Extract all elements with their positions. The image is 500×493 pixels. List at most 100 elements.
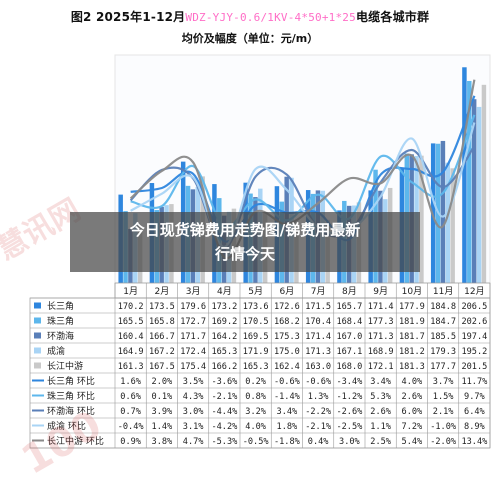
data-label: 173.2 <box>211 302 237 312</box>
data-label: 4.0% <box>402 377 424 387</box>
data-label: 3.7% <box>433 377 455 387</box>
legend-label: 环渤海 环比 <box>47 405 95 417</box>
data-label: 6.0% <box>402 407 424 417</box>
data-label: 1.8% <box>277 422 299 432</box>
data-label: -5.3% <box>211 437 238 447</box>
overlay-banner: 今日现货锑费用走势图/锑费用最新 行情今天 <box>70 212 420 272</box>
data-label: 184.7 <box>430 317 456 327</box>
legend-label: 长江中游 环比 <box>47 435 104 447</box>
data-label: 4.7% <box>183 437 205 447</box>
data-label: 4.0% <box>245 422 267 432</box>
title-wire-spec: WDZ-YJY-0.6/1KV-4*50+1*25 <box>185 11 356 24</box>
data-label: 202.6 <box>461 317 487 327</box>
data-label: 197.4 <box>461 332 487 342</box>
tick-label: 6月 <box>280 286 295 297</box>
bar <box>419 155 424 283</box>
data-label: 170.4 <box>305 317 331 327</box>
legend-label: 长三角 环比 <box>47 375 95 387</box>
data-label: 166.7 <box>149 332 175 342</box>
data-label: 185.5 <box>430 332 456 342</box>
data-label: 165.8 <box>149 317 175 327</box>
data-label: 6.4% <box>464 407 486 417</box>
data-label: 167.2 <box>149 347 175 357</box>
bar <box>445 162 451 283</box>
data-label: 171.3 <box>368 332 394 342</box>
data-label: 11.7% <box>461 377 488 387</box>
data-label: 171.9 <box>243 347 269 357</box>
data-label: 2.0% <box>152 377 174 387</box>
data-label: 164.9 <box>118 347 144 357</box>
data-label: 0.8% <box>245 392 267 402</box>
legend-swatch <box>34 362 41 369</box>
data-label: 164.2 <box>211 332 237 342</box>
bar <box>467 80 472 284</box>
data-label: 171.3 <box>305 347 331 357</box>
data-label: -3.4% <box>336 377 363 387</box>
chart-title: 图2 2025年1-12月WDZ-YJY-0.6/1KV-4*50+1*25电缆… <box>0 6 500 25</box>
data-label: 5.4% <box>402 437 424 447</box>
bar <box>462 67 467 283</box>
data-label: 163.0 <box>305 362 331 372</box>
data-label: 171.5 <box>305 302 331 312</box>
data-label: 167.1 <box>336 347 362 357</box>
data-label: 172.7 <box>180 317 206 327</box>
overlay-line-2: 行情今天 <box>214 245 275 263</box>
data-label: 2.5% <box>370 437 392 447</box>
data-label: -0.5% <box>243 437 270 447</box>
data-label: 0.7% <box>120 407 142 417</box>
data-label: 184.8 <box>430 302 456 312</box>
data-label: 165.3 <box>211 347 237 357</box>
data-label: 7.2% <box>402 422 424 432</box>
data-label: 3.4% <box>277 407 299 417</box>
data-label: 170.2 <box>118 302 144 312</box>
legend-label: 成渝 <box>47 345 65 357</box>
data-label: -4.4% <box>211 407 238 417</box>
data-label: 165.5 <box>118 317 144 327</box>
data-label: 1.3% <box>308 392 330 402</box>
legend-swatch <box>34 302 41 309</box>
legend-label: 成渝 环比 <box>47 420 86 432</box>
data-label: 177.9 <box>399 302 425 312</box>
data-label: 160.4 <box>118 332 144 342</box>
data-label: 3.9% <box>152 407 174 417</box>
data-label: -2.0% <box>430 437 457 447</box>
data-label: 3.4% <box>370 377 392 387</box>
data-label: 179.3 <box>430 347 456 357</box>
data-label: 179.6 <box>180 302 206 312</box>
data-label: 3.5% <box>183 377 205 387</box>
data-label: 172.1 <box>368 362 394 372</box>
data-label: 171.4 <box>368 302 394 312</box>
data-label: -3.6% <box>211 377 238 387</box>
data-label: 3.1% <box>183 422 205 432</box>
data-label: -2.2% <box>305 407 332 417</box>
legend-swatch <box>34 317 41 324</box>
data-label: -2.5% <box>336 422 363 432</box>
data-label: -1.4% <box>274 392 301 402</box>
data-label: -4.2% <box>211 422 238 432</box>
title-prefix: 图2 2025年1-12月 <box>70 10 186 24</box>
legend-label: 长三角 <box>47 300 74 312</box>
data-label: 3.0% <box>339 437 361 447</box>
data-label: 0.2% <box>245 377 267 387</box>
data-label: 167.0 <box>336 332 362 342</box>
legend-label: 珠三角 <box>47 315 74 327</box>
data-label: 172.4 <box>180 347 206 357</box>
data-label: 3.8% <box>152 437 174 447</box>
data-label: 1.5% <box>433 392 455 402</box>
data-label: -0.6% <box>305 377 332 387</box>
data-label: 9.7% <box>464 392 486 402</box>
tick-label: 7月 <box>311 286 326 297</box>
data-label: 181.2 <box>399 347 425 357</box>
data-label: 181.7 <box>399 332 425 342</box>
data-label: 168.2 <box>274 317 300 327</box>
legend-label: 环渤海 <box>47 330 74 342</box>
data-label: 168.9 <box>368 347 394 357</box>
data-label: 5.3% <box>370 392 392 402</box>
data-label: 2.6% <box>402 392 424 402</box>
data-label: 201.5 <box>461 362 487 372</box>
data-label: 161.3 <box>118 362 144 372</box>
legend-label: 长江中游 <box>47 360 83 372</box>
data-label: 2.6% <box>370 407 392 417</box>
data-label: -1.2% <box>336 392 363 402</box>
data-label: 0.9% <box>120 437 142 447</box>
